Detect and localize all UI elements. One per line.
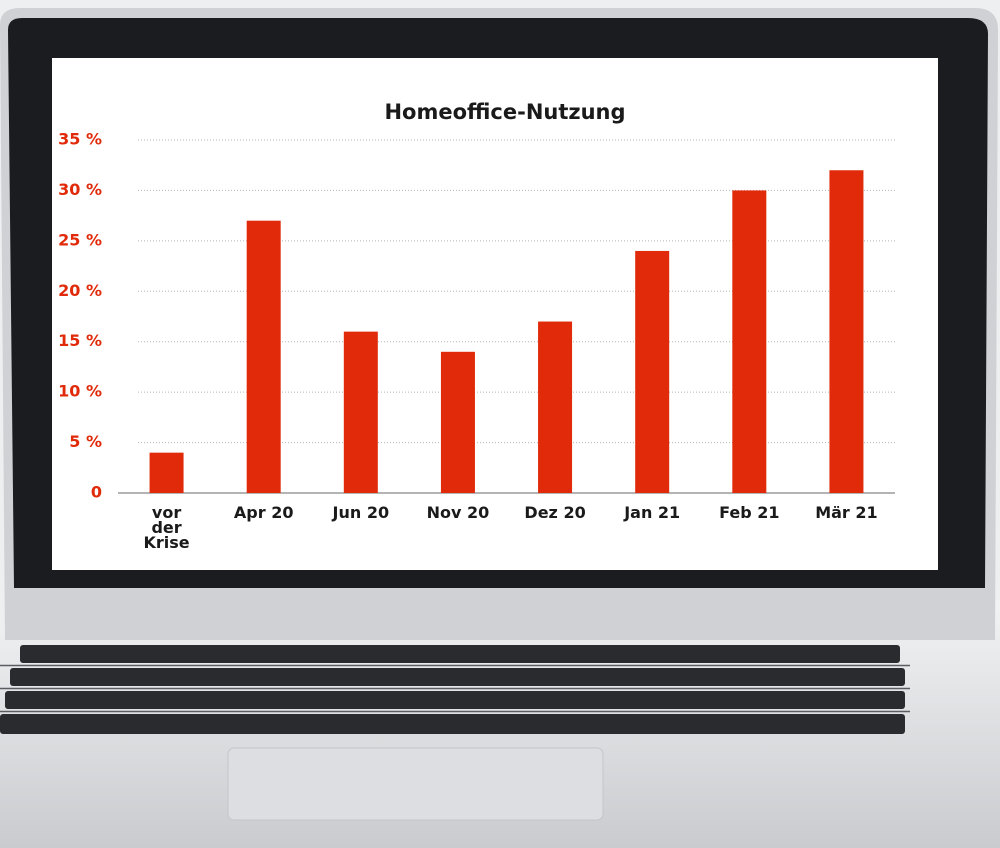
y-tick-label: 15 % — [58, 331, 102, 350]
y-tick-label: 10 % — [58, 382, 102, 401]
chart-title: Homeoffice-Nutzung — [384, 100, 625, 124]
y-tick-label: 0 — [91, 483, 102, 502]
x-tick-label: Jun 20 — [329, 505, 393, 520]
x-tick-label: Dez 20 — [523, 505, 587, 520]
y-tick-label: 5 % — [69, 432, 102, 451]
bar — [635, 251, 669, 493]
bar — [150, 453, 184, 493]
y-tick-label: 35 % — [58, 130, 102, 149]
bar — [247, 221, 281, 493]
y-tick-label: 30 % — [58, 180, 102, 199]
bar — [829, 170, 863, 493]
laptop: Homeoffice-Nutzung 0 5 % 10 % 15 % 20 % 25 % 3… — [0, 0, 1000, 848]
x-tick-label: Jan 21 — [620, 505, 684, 520]
bar — [732, 190, 766, 493]
trackpad — [228, 748, 603, 820]
x-tick-label: Apr 20 — [232, 505, 296, 520]
x-tick-label: vor der Krise — [135, 505, 199, 550]
bar — [441, 352, 475, 493]
y-tick-label: 20 % — [58, 281, 102, 300]
x-tick-label: Feb 21 — [717, 505, 781, 520]
bar — [344, 332, 378, 493]
x-tick-label: Mär 21 — [814, 505, 878, 520]
screenshot: Homeoffice-Nutzung 0 5 % 10 % 15 % 20 % 25 % 3… — [0, 0, 1000, 848]
bar — [538, 322, 572, 493]
x-tick-label: Nov 20 — [426, 505, 490, 520]
y-tick-label: 25 % — [58, 230, 102, 249]
